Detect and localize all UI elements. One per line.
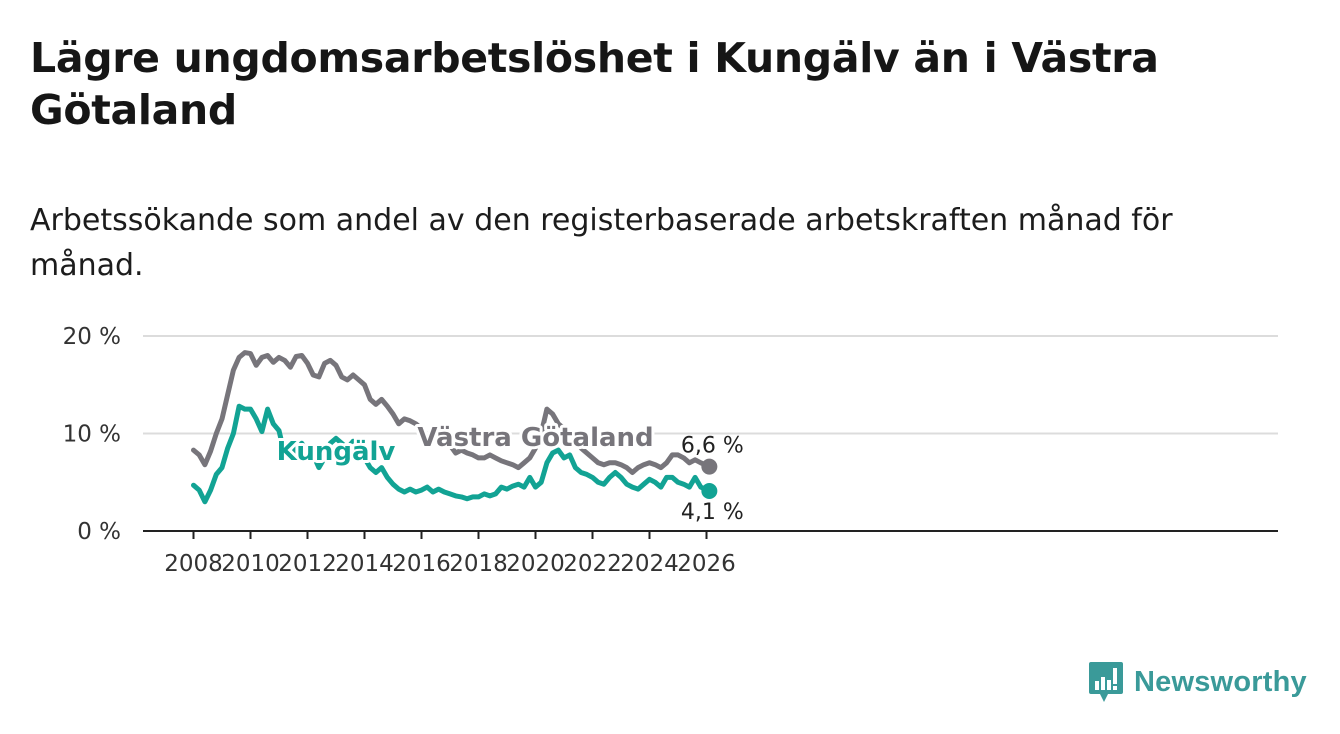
- series-end-point: [701, 483, 718, 500]
- series-labels: 6,6 % 4,1 % Kungälv Västra Götaland: [274, 420, 744, 525]
- series-line-vastra-gotaland: [191, 350, 712, 475]
- chart-subtitle: Arbetssökande som andel av den registerb…: [30, 203, 1173, 283]
- gridlines: [143, 335, 1278, 435]
- chart-title: Lägre ungdomsarbetslöshet i Kungälv än i…: [30, 34, 1159, 134]
- x-tick-label: 2026: [677, 551, 736, 577]
- x-tick-label: 2022: [563, 551, 622, 577]
- y-tick-label: 10 %: [63, 422, 121, 448]
- newsworthy-logo: Newsworthy: [1088, 660, 1307, 704]
- series-end-point: [701, 458, 718, 475]
- x-tick-label: 2018: [449, 551, 508, 577]
- x-tick-label: 2020: [506, 551, 565, 577]
- y-axis-ticks: 0 % 10 % 20 %: [63, 324, 121, 545]
- series-lines: [191, 350, 718, 505]
- x-tick-label: 2024: [620, 551, 679, 577]
- series-end-label: 6,6 %: [681, 434, 744, 459]
- series-line-kungalv: [191, 403, 712, 505]
- x-tick-label: 2014: [335, 551, 394, 577]
- y-tick-label: 0 %: [77, 519, 121, 545]
- newsworthy-logo-icon: [1089, 662, 1123, 702]
- series-label: Västra Götaland: [417, 423, 653, 453]
- x-tick-label: 2016: [392, 551, 451, 577]
- x-tick-label: 2012: [278, 551, 337, 577]
- series-label: Kungälv: [277, 437, 396, 467]
- x-tick-label: 2010: [221, 551, 280, 577]
- brand-name: Newsworthy: [1134, 665, 1307, 698]
- y-tick-label: 20 %: [63, 324, 121, 350]
- series-end-label: 4,1 %: [681, 500, 744, 525]
- x-tick-label: 2008: [164, 551, 223, 577]
